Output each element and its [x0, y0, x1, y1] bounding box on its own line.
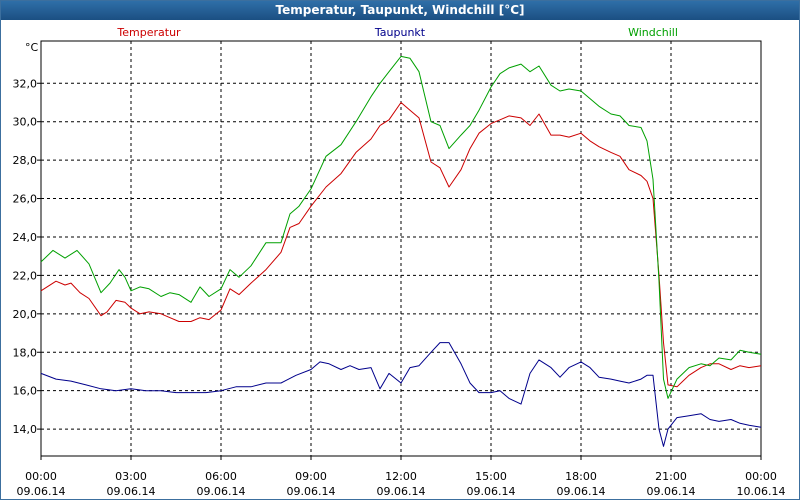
y-tick-label: 24,0: [13, 231, 38, 244]
legend-windchill: Windchill: [628, 26, 678, 39]
x-tick-time: 15:00: [475, 470, 507, 483]
series-line-windchill: [40, 55, 762, 399]
y-tick-label: 16,0: [13, 385, 38, 398]
x-tick-date: 09.06.14: [107, 485, 156, 498]
y-tick-label: 20,0: [13, 308, 38, 321]
x-tick-time: 21:00: [655, 470, 687, 483]
y-tick-label: 14,0: [13, 423, 38, 436]
x-tick-date: 09.06.14: [557, 485, 606, 498]
x-tick-date: 09.06.14: [17, 485, 66, 498]
legend-taupunkt: Taupunkt: [374, 26, 426, 39]
x-tick-date: 09.06.14: [197, 485, 246, 498]
x-tick-date: 09.06.14: [287, 485, 336, 498]
y-tick-label: 26,0: [13, 193, 38, 206]
x-tick-date: 09.06.14: [647, 485, 696, 498]
plot-area: [40, 40, 762, 457]
series-lines: [40, 55, 762, 447]
y-axis-unit-label: °C: [25, 41, 39, 54]
x-tick-time: 06:00: [205, 470, 237, 483]
y-tick-label: 22,0: [13, 269, 38, 282]
x-tick-time: 18:00: [565, 470, 597, 483]
x-tick-time: 03:00: [115, 470, 147, 483]
series-line-taupunkt: [40, 342, 762, 447]
x-tick-time: 12:00: [385, 470, 417, 483]
x-tick-time: 09:00: [295, 470, 327, 483]
y-tick-label: 32,0: [13, 77, 38, 90]
window-title: Temperatur, Taupunkt, Windchill [°C]: [1, 1, 799, 20]
x-tick-time: 00:00: [25, 470, 57, 483]
x-tick-time: 00:00: [745, 470, 777, 483]
legend-temperatur: Temperatur: [116, 26, 181, 39]
y-tick-label: 18,0: [13, 346, 38, 359]
x-tick-date: 10.06.14: [737, 485, 786, 498]
x-axis-tick-labels: 00:00 09.06.14 03:00 09.06.14 06:00 09.06.14 0…: [17, 470, 786, 498]
y-tick-label: 28,0: [13, 154, 38, 167]
y-axis-tick-labels: 14,0 16,0 18,0 20,0 22,0 24,0 26,0 28,0 30,0 32,0: [13, 77, 38, 436]
x-tick-date: 09.06.14: [377, 485, 426, 498]
x-tick-date: 09.06.14: [467, 485, 516, 498]
series-line-temperatur: [40, 102, 762, 388]
y-tick-label: 30,0: [13, 116, 38, 129]
